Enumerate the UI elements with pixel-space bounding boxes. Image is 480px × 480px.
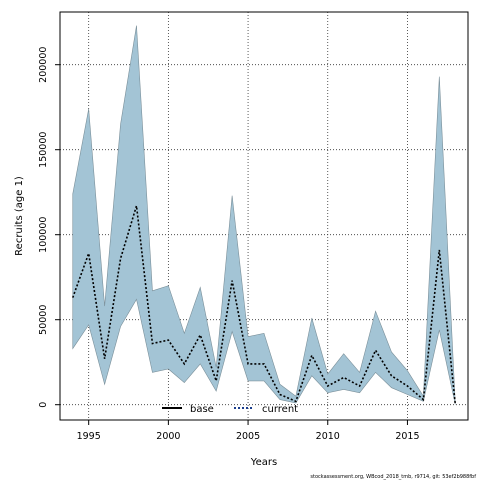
x-tick-label-4: 2015 (395, 431, 419, 442)
x-axis: 1995 2000 2005 2010 2015 (77, 420, 420, 442)
series-line-current (71, 205, 457, 404)
legend: base current (162, 404, 298, 415)
y-tick-label-4: 200000 (38, 47, 49, 83)
y-axis-label: Recruits (age 1) (14, 176, 25, 256)
y-axis: 0 50000 100000 150000 200000 (38, 47, 60, 408)
y-tick-label-3: 150000 (38, 132, 49, 168)
legend-label-current: current (262, 404, 298, 415)
footer-credit: stockassessment.org, WBcod_2018_tmb, r97… (310, 474, 476, 480)
x-tick-label-1: 2000 (156, 431, 180, 442)
legend-label-base: base (190, 404, 214, 415)
y-tick-label-2: 100000 (38, 217, 49, 253)
x-axis-label: Years (250, 457, 277, 468)
y-tick-label-1: 50000 (38, 305, 49, 335)
confidence-band (72, 25, 456, 405)
x-tick-label-3: 2010 (316, 431, 340, 442)
x-tick-label-2: 2005 (236, 431, 260, 442)
y-tick-label-0: 0 (38, 402, 49, 408)
plot-frame (59, 11, 469, 421)
x-tick-label-0: 1995 (77, 431, 101, 442)
